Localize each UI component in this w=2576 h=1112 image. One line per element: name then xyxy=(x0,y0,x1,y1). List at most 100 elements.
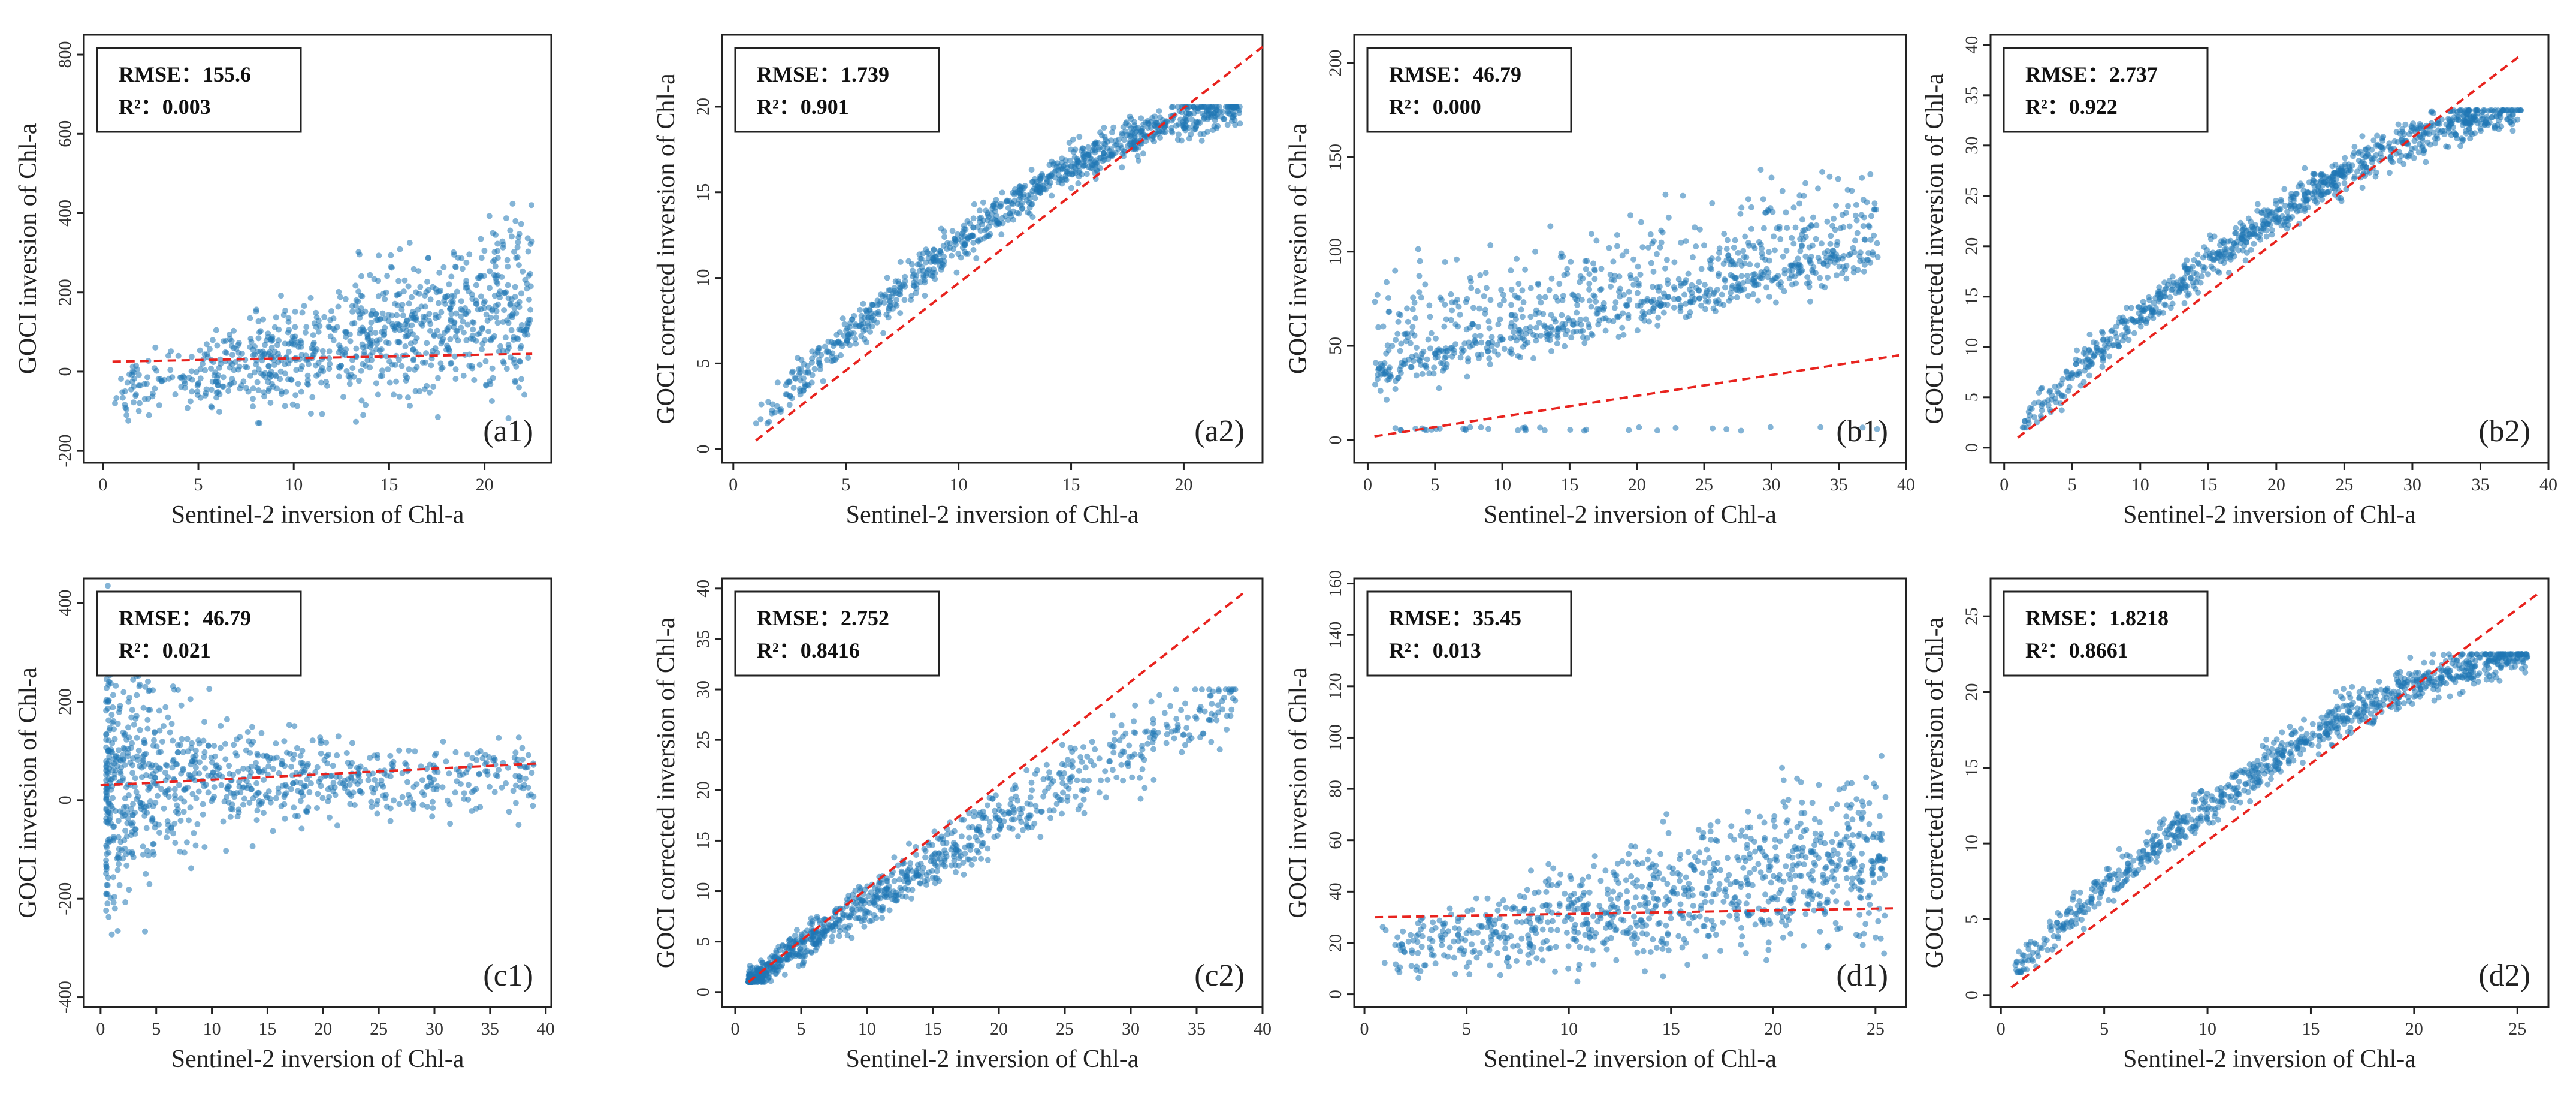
y-axis-title: GOCI inversion of Chl-a xyxy=(14,667,42,918)
data-point xyxy=(103,707,110,714)
data-point xyxy=(172,840,179,846)
data-point xyxy=(357,314,363,321)
data-point xyxy=(1513,337,1520,344)
data-point xyxy=(1790,204,1797,211)
data-point xyxy=(463,260,470,266)
data-point xyxy=(1538,332,1544,339)
data-point xyxy=(1735,249,1741,256)
data-point xyxy=(405,394,411,401)
data-point xyxy=(998,201,1004,207)
data-point xyxy=(353,345,360,352)
data-point xyxy=(1448,345,1454,351)
data-point xyxy=(304,763,310,769)
data-point xyxy=(393,378,400,385)
data-point xyxy=(247,769,254,776)
data-point xyxy=(2066,384,2073,390)
data-point xyxy=(2184,283,2190,290)
data-point xyxy=(244,729,251,735)
data-point xyxy=(1802,234,1809,240)
data-point xyxy=(290,780,297,786)
data-point xyxy=(129,762,136,769)
data-point xyxy=(2025,417,2031,423)
data-point xyxy=(1183,725,1190,731)
data-point xyxy=(318,379,325,386)
data-point xyxy=(1548,312,1554,318)
data-point xyxy=(1530,355,1537,361)
data-point xyxy=(143,772,149,778)
x-tick-label: 15 xyxy=(258,1019,276,1039)
data-point xyxy=(373,311,379,317)
data-point xyxy=(1819,168,1826,175)
data-point xyxy=(1577,273,1584,279)
data-point xyxy=(1046,807,1053,814)
data-point xyxy=(256,420,263,426)
data-point xyxy=(133,713,140,719)
data-point xyxy=(897,291,904,298)
data-point xyxy=(446,770,452,777)
data-point xyxy=(515,239,521,246)
data-point xyxy=(1508,312,1515,318)
data-point xyxy=(944,240,950,246)
data-point xyxy=(1029,214,1036,221)
data-point xyxy=(457,781,464,787)
data-point xyxy=(1230,104,1237,110)
data-point xyxy=(1164,724,1171,730)
data-point xyxy=(1081,810,1088,816)
y-tick-label: 10 xyxy=(693,269,713,287)
data-point xyxy=(346,781,353,788)
data-point xyxy=(170,737,176,744)
y-tick-label: 200 xyxy=(55,279,75,306)
data-point xyxy=(1696,287,1702,294)
data-point xyxy=(2395,121,2402,128)
x-tick-label: 30 xyxy=(2403,475,2421,495)
data-point xyxy=(120,689,127,695)
data-point xyxy=(1578,297,1585,303)
data-point xyxy=(246,738,252,745)
data-point xyxy=(1545,332,1551,337)
data-point xyxy=(313,324,319,330)
data-point xyxy=(1708,266,1715,272)
data-point xyxy=(452,376,459,382)
data-point xyxy=(131,721,137,728)
data-point xyxy=(2104,338,2110,345)
data-point xyxy=(1772,299,1779,306)
data-point xyxy=(1602,327,1609,334)
data-point xyxy=(1855,267,1861,273)
data-point xyxy=(319,348,326,354)
data-point xyxy=(2337,172,2344,179)
data-point xyxy=(178,702,185,709)
data-point xyxy=(1577,328,1584,334)
data-point xyxy=(274,754,280,761)
data-point xyxy=(2282,215,2288,222)
data-point xyxy=(1559,312,1565,318)
data-point xyxy=(362,308,369,315)
data-point xyxy=(2021,424,2027,431)
data-point xyxy=(1802,253,1809,260)
data-point xyxy=(523,326,530,333)
data-point xyxy=(902,273,908,280)
data-point xyxy=(2123,305,2130,311)
data-point xyxy=(367,755,373,761)
data-point xyxy=(2232,230,2239,236)
data-point xyxy=(389,312,395,319)
data-point xyxy=(109,805,116,812)
data-point xyxy=(259,769,265,775)
data-point xyxy=(440,739,446,745)
data-point xyxy=(1861,261,1868,268)
data-point xyxy=(1806,284,1813,290)
data-point xyxy=(1384,377,1391,384)
data-point xyxy=(515,734,522,741)
data-point xyxy=(1819,282,1825,289)
data-point xyxy=(994,220,1001,227)
data-point xyxy=(781,971,788,978)
data-point xyxy=(1018,186,1025,193)
data-point xyxy=(521,391,528,398)
r2-value: R²：0.021 xyxy=(119,638,211,662)
data-point xyxy=(525,355,531,361)
data-point xyxy=(2375,141,2381,148)
data-point xyxy=(200,801,206,807)
data-point xyxy=(177,818,184,824)
data-point xyxy=(1178,137,1185,144)
data-point xyxy=(192,748,199,754)
